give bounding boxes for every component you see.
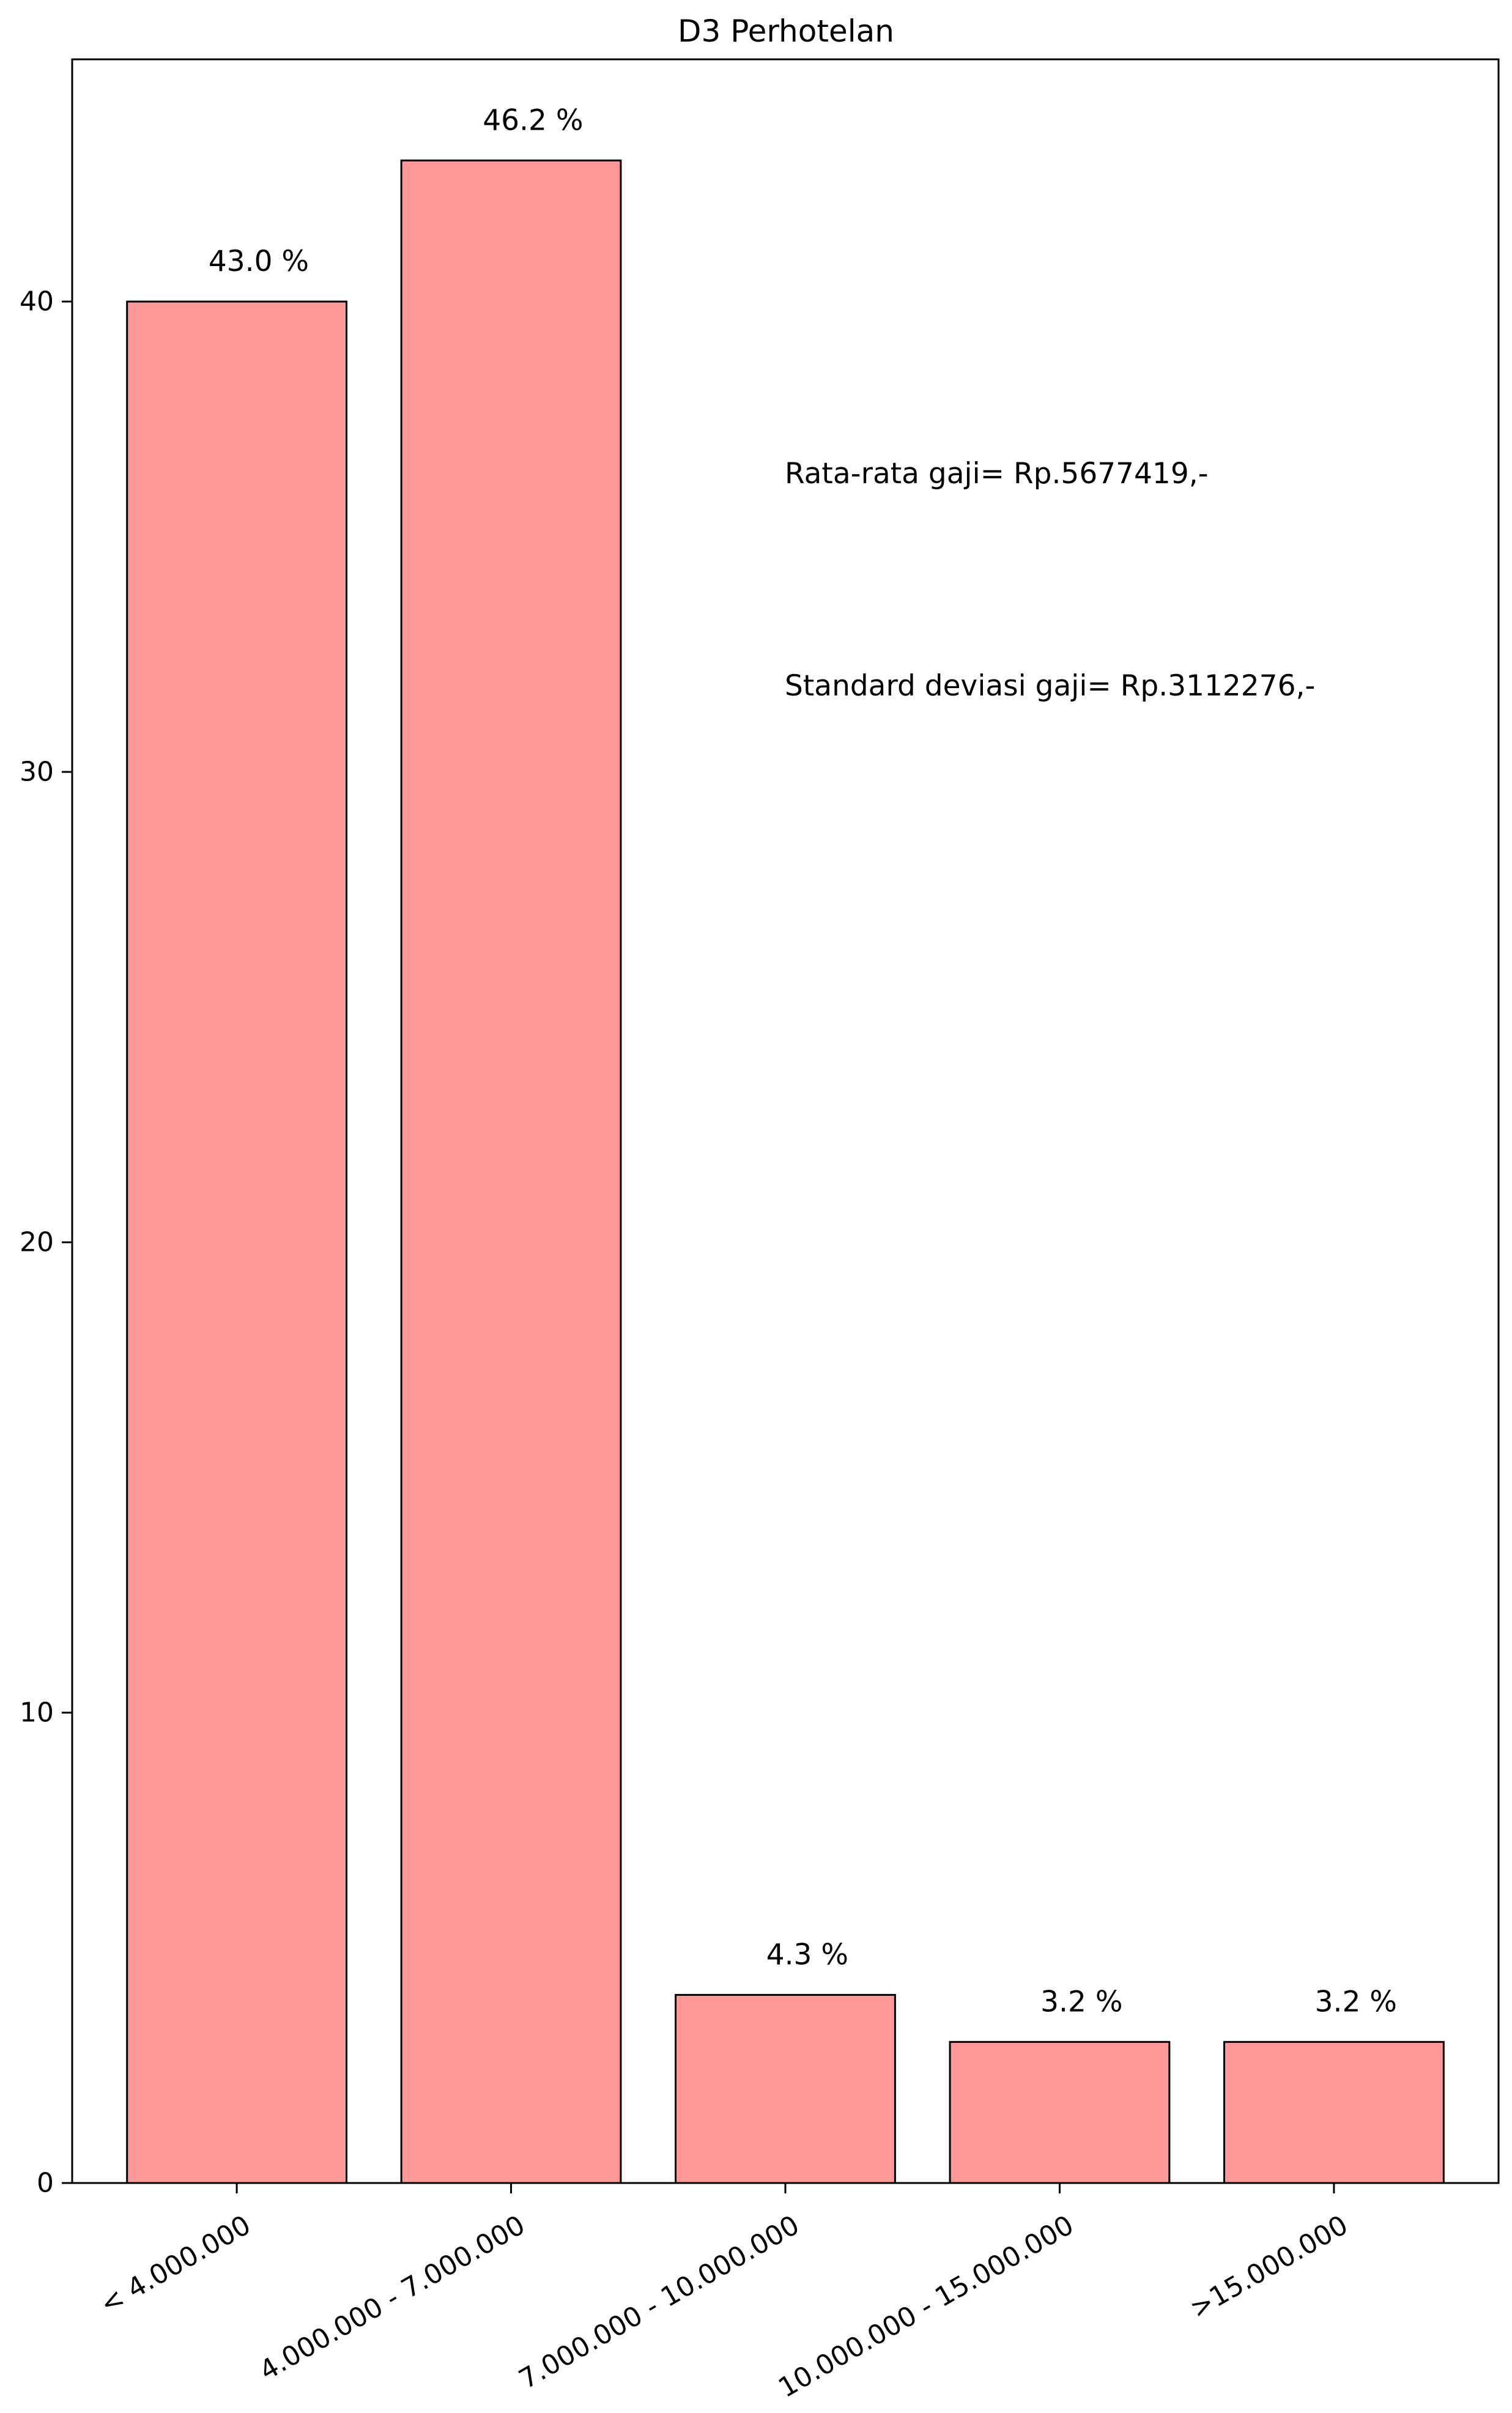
mean-salary-annotation: Rata-rata gaji= Rp.5677419,- (785, 457, 1209, 491)
y-tick-label-0: 0 (37, 2168, 54, 2199)
bars (126, 159, 1445, 2184)
bar-3 (949, 2040, 1171, 2184)
x-tick-label-4: >15.000.000 (1185, 2209, 1354, 2325)
bar-value-label-1: 46.2 % (483, 103, 583, 137)
bar-value-label-0: 43.0 % (209, 245, 309, 278)
x-tick-label-1: 4.000.000 - 7.000.000 (254, 2209, 530, 2387)
bar-1 (400, 159, 622, 2184)
bar-4 (1223, 2040, 1445, 2184)
bar-value-label-4: 3.2 % (1315, 1985, 1397, 2018)
y-tick-label-1: 10 (20, 1697, 54, 1729)
chart-title: D3 Perhotelan (678, 13, 894, 49)
x-tick-label-0: < 4.000.000 (95, 2209, 256, 2321)
bar-value-labels: 43.0 % 46.2 % 4.3 % 3.2 % 3.2 % (209, 103, 1397, 2018)
bar-0 (126, 300, 347, 2184)
std-salary-annotation: Standard deviasi gaji= Rp.3112276,- (785, 669, 1315, 703)
bar-2 (675, 1993, 896, 2184)
x-tick-label-2: 7.000.000 - 10.000.000 (514, 2209, 805, 2395)
y-tick-label-3: 30 (20, 757, 54, 788)
bar-value-label-3: 3.2 % (1040, 1985, 1122, 2018)
y-tick-label-2: 20 (20, 1227, 54, 1258)
y-tick-label-4: 40 (20, 286, 54, 317)
x-tick-label-3: 10.000.000 - 15.000.000 (773, 2209, 1079, 2404)
bar-value-label-2: 4.3 % (766, 1938, 848, 1971)
y-axis: 0 10 20 30 40 (20, 286, 72, 2199)
